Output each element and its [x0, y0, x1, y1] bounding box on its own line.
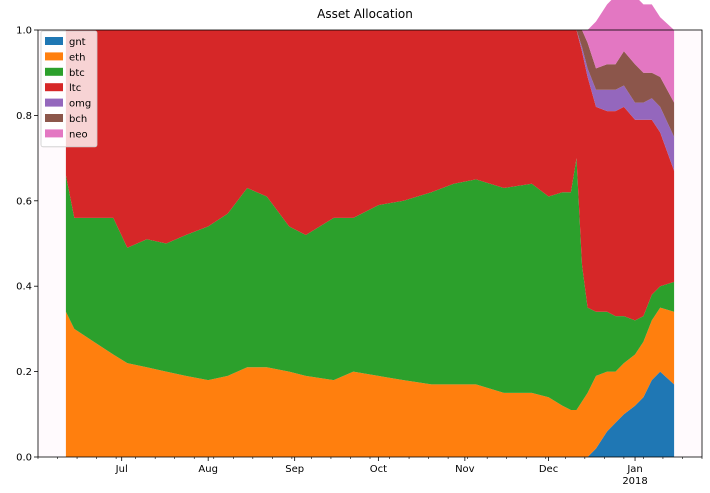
- x-tick-label: Nov: [455, 464, 475, 475]
- x-tick-label: Jul: [115, 464, 128, 475]
- legend-swatch-btc: [45, 67, 63, 76]
- stacked-area-series: [65, 0, 675, 457]
- y-tick-label: 0.4: [16, 282, 32, 293]
- y-tick-label: 0.6: [16, 196, 32, 207]
- chart-title: Asset Allocation: [317, 7, 413, 21]
- y-axis-ticks: 0.0 0.2 0.4 0.6 0.8 1.0: [16, 26, 38, 464]
- legend-label-bch: bch: [69, 114, 87, 125]
- legend-swatch-eth: [45, 52, 63, 61]
- x-tick-label: Aug: [198, 464, 218, 475]
- x-tick-label: Dec: [539, 464, 558, 475]
- legend-swatch-bch: [45, 114, 63, 122]
- area-ltc: [65, 30, 675, 321]
- x-tick-label: Sep: [285, 464, 304, 475]
- x-tick-label: Jan: [626, 464, 642, 475]
- area-gnt: [65, 371, 675, 457]
- y-tick-label: 0.8: [16, 111, 32, 122]
- area-eth: [65, 307, 675, 457]
- legend-swatch-omg: [45, 98, 63, 107]
- legend-swatch-gnt: [45, 37, 63, 45]
- legend-label-ltc: ltc: [69, 83, 81, 94]
- legend-swatch-ltc: [45, 83, 63, 92]
- legend: gnt eth btc ltc omg bch neo: [40, 30, 98, 148]
- legend-label-btc: btc: [69, 68, 85, 79]
- legend-label-gnt: gnt: [69, 37, 86, 48]
- x-tick-sublabel: 2018: [622, 476, 647, 487]
- area-btc: [65, 158, 675, 410]
- legend-label-neo: neo: [69, 129, 88, 140]
- y-tick-label: 0.2: [16, 367, 32, 378]
- legend-label-eth: eth: [69, 52, 85, 63]
- area-neo: [65, 0, 675, 103]
- legend-swatch-neo: [45, 129, 63, 138]
- y-tick-label: 0.0: [16, 453, 32, 464]
- x-tick-label: Oct: [370, 464, 387, 475]
- y-tick-label: 1.0: [16, 26, 32, 37]
- legend-label-omg: omg: [69, 99, 91, 110]
